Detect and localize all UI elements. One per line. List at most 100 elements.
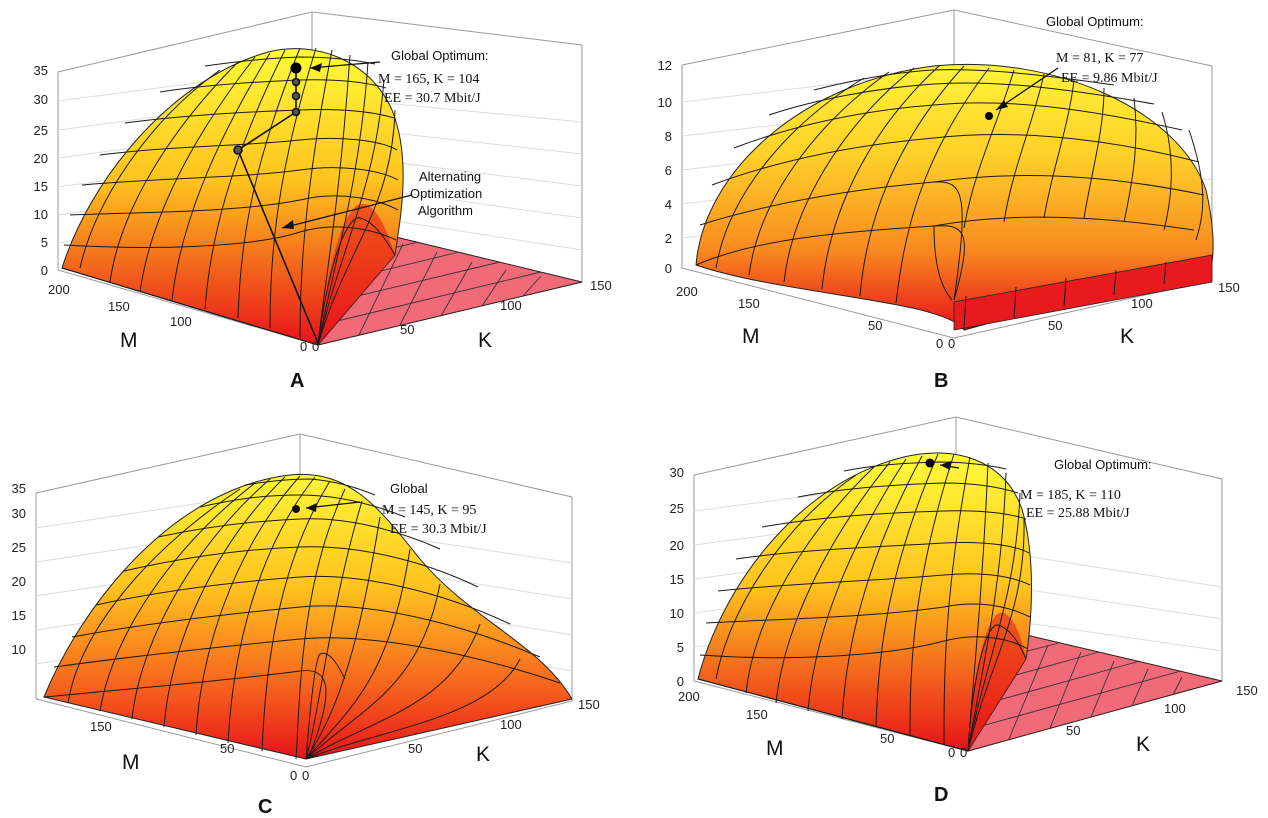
surface-mesh-part <box>745 466 875 694</box>
surface-mesh-part <box>967 518 1025 752</box>
z-tick-labels-part: 30 <box>12 506 26 521</box>
surface-mesh-part <box>61 267 319 346</box>
surface-mesh-part <box>1113 269 1117 296</box>
m-tick-labels: 150 50 0 <box>90 719 297 783</box>
surface-mesh-part <box>157 518 441 550</box>
surface-mesh-part <box>1161 111 1172 231</box>
axes-box-part <box>953 9 1213 67</box>
surface-mesh-part <box>269 47 317 329</box>
chart-panel-a-part <box>309 61 381 69</box>
m-tick-labels: 200 150 100 0 <box>48 282 307 354</box>
m-axis-label: M <box>122 751 140 774</box>
algorithm-label: Optimization <box>410 186 482 201</box>
optimum-ee: EE = 9.86 Mbit/J <box>1061 71 1158 86</box>
m-tick-labels-part: 150 <box>738 296 760 311</box>
k-tick-labels-part: 50 <box>1048 318 1062 333</box>
m-tick-labels-part: 0 <box>300 339 307 354</box>
axes-box-part <box>311 11 583 46</box>
surface-mesh-part <box>967 492 1021 752</box>
m-tick-labels-part: 0 <box>290 768 297 783</box>
surface <box>697 452 1032 752</box>
k-axis-label: K <box>1120 325 1134 348</box>
surface-mesh-part <box>195 475 301 736</box>
z-tick-labels-part: 20 <box>670 538 684 553</box>
algorithm-label: Algorithm <box>418 203 473 218</box>
surface-mesh-part <box>67 488 241 704</box>
floor-mesh-part <box>399 251 438 326</box>
m-tick-labels-part: 50 <box>868 318 882 333</box>
floor-mesh-part <box>481 269 507 307</box>
z-tick-labels: 0 2 4 6 8 10 12 <box>658 58 672 276</box>
k-tick-labels-part: 150 <box>590 278 612 293</box>
surface-mesh-part <box>53 637 561 684</box>
algorithm-point <box>291 77 301 87</box>
surface-mesh-part <box>1063 277 1067 307</box>
surface-mesh-part <box>317 54 351 346</box>
surface-mesh-part <box>71 605 541 658</box>
surface-mesh-part <box>317 109 396 346</box>
axes-box-part <box>681 267 955 339</box>
surface-mesh-part <box>305 658 521 760</box>
k-tick-labels: 0 50 100 150 <box>948 280 1240 351</box>
surface-mesh-part <box>797 482 1019 498</box>
axes-box-part <box>955 416 1223 480</box>
k-axis-label: K <box>478 329 492 352</box>
surface-mesh-part <box>841 455 923 720</box>
z-tick-labels-part: 2 <box>665 231 672 246</box>
surface-mesh-part <box>775 461 891 704</box>
chart-panel-a: Global Optimum: M = 165, K = 104 EE = 30… <box>0 0 634 409</box>
surface-front-band <box>953 254 1213 331</box>
chart-panel-d: Global Optimum: M = 185, K = 110 EE = 25… <box>634 409 1268 818</box>
global-optimum-marker <box>985 112 993 120</box>
surface-mesh-part <box>933 82 1155 105</box>
algorithm-path-part <box>237 111 297 151</box>
chart-panel-b: Global Optimum: M = 81, K = 77 EE = 9.86… <box>634 0 1268 409</box>
m-tick-labels-part: 150 <box>90 719 112 734</box>
surface-mesh-part <box>1188 129 1204 241</box>
optimum-mk: M = 81, K = 77 <box>1056 51 1143 66</box>
z-tick-labels-part: 20 <box>34 151 48 166</box>
m-tick-labels: 200 150 50 0 <box>678 689 955 760</box>
z-tick-labels-part: 10 <box>658 95 672 110</box>
surface-mesh-part <box>124 108 395 124</box>
z-tick-labels-part: 25 <box>12 540 26 555</box>
z-tick-labels-part: 0 <box>677 674 684 689</box>
surface-mesh-part <box>697 678 969 752</box>
surface-mesh-part <box>305 623 481 760</box>
z-tick-labels-part: 10 <box>34 207 48 222</box>
m-tick-labels-part: 200 <box>676 284 698 299</box>
optimum-ee: EE = 25.88 Mbit/J <box>1026 506 1130 521</box>
z-tick-labels-part: 0 <box>41 263 48 278</box>
m-tick-labels-part: 150 <box>746 707 768 722</box>
surface-mesh <box>697 453 1031 752</box>
m-tick-labels-part: 200 <box>48 282 70 297</box>
k-axis-label: K <box>476 743 490 766</box>
surface-mesh-part <box>204 49 286 310</box>
panel-label: D <box>934 784 948 806</box>
panel-label: A <box>290 370 304 392</box>
surface-mesh-part <box>163 476 286 728</box>
surface-mesh-part <box>783 67 915 283</box>
surface-mesh-part <box>299 49 333 339</box>
optimum-ee: EE = 30.3 Mbit/J <box>390 522 487 537</box>
z-tick-labels-part: 5 <box>677 640 684 655</box>
m-tick-labels-part: 0 <box>936 336 943 351</box>
surface-mesh-part <box>43 670 327 755</box>
surface-mesh-part <box>305 583 441 760</box>
global-optimum-marker <box>925 458 935 468</box>
surface-mesh-part <box>305 548 411 760</box>
surface-mesh-part <box>63 226 397 248</box>
chart-panel-c: Global M = 145, K = 95 EE = 30.3 Mbit/J … <box>0 409 634 818</box>
surface-mesh-part <box>963 69 1015 229</box>
k-tick-labels-part: 50 <box>408 741 422 756</box>
z-tick-labels-part: 0 <box>665 261 672 276</box>
chart-panel-d-part <box>968 612 1026 751</box>
z-tick-labels-part: 25 <box>34 123 48 138</box>
optimum-title: Global Optimum: <box>1054 457 1152 472</box>
floor-mesh-part <box>977 670 1182 728</box>
surface-mesh <box>43 475 561 760</box>
k-tick-labels-part: 100 <box>1131 296 1153 311</box>
surface-mesh-part <box>699 181 963 301</box>
surface-mesh-part <box>748 71 890 276</box>
k-tick-labels-part: 100 <box>500 298 522 313</box>
